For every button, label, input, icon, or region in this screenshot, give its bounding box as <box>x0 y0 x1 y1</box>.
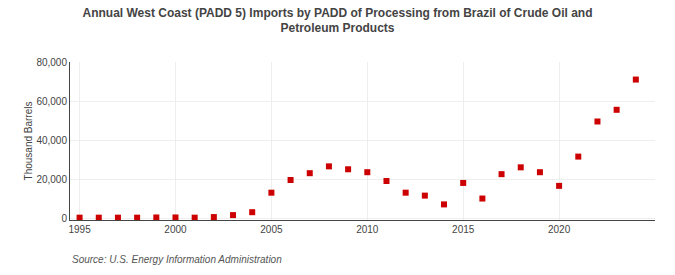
svg-text:40,000: 40,000 <box>36 135 67 146</box>
svg-text:2015: 2015 <box>452 224 475 235</box>
svg-text:2020: 2020 <box>548 224 571 235</box>
svg-text:20,000: 20,000 <box>36 174 67 185</box>
svg-text:0: 0 <box>61 213 67 224</box>
svg-text:2000: 2000 <box>164 224 187 235</box>
svg-text:2005: 2005 <box>260 224 283 235</box>
svg-text:Thousand Barrels: Thousand Barrels <box>23 102 34 181</box>
svg-text:2010: 2010 <box>356 224 379 235</box>
svg-text:Source: U.S. Energy Informatio: Source: U.S. Energy Information Administ… <box>72 254 282 265</box>
svg-text:80,000: 80,000 <box>36 57 67 68</box>
svg-text:60,000: 60,000 <box>36 96 67 107</box>
svg-text:1995: 1995 <box>68 224 91 235</box>
svg-text:Annual West Coast (PADD 5) Imp: Annual West Coast (PADD 5) Imports by PA… <box>82 6 592 36</box>
